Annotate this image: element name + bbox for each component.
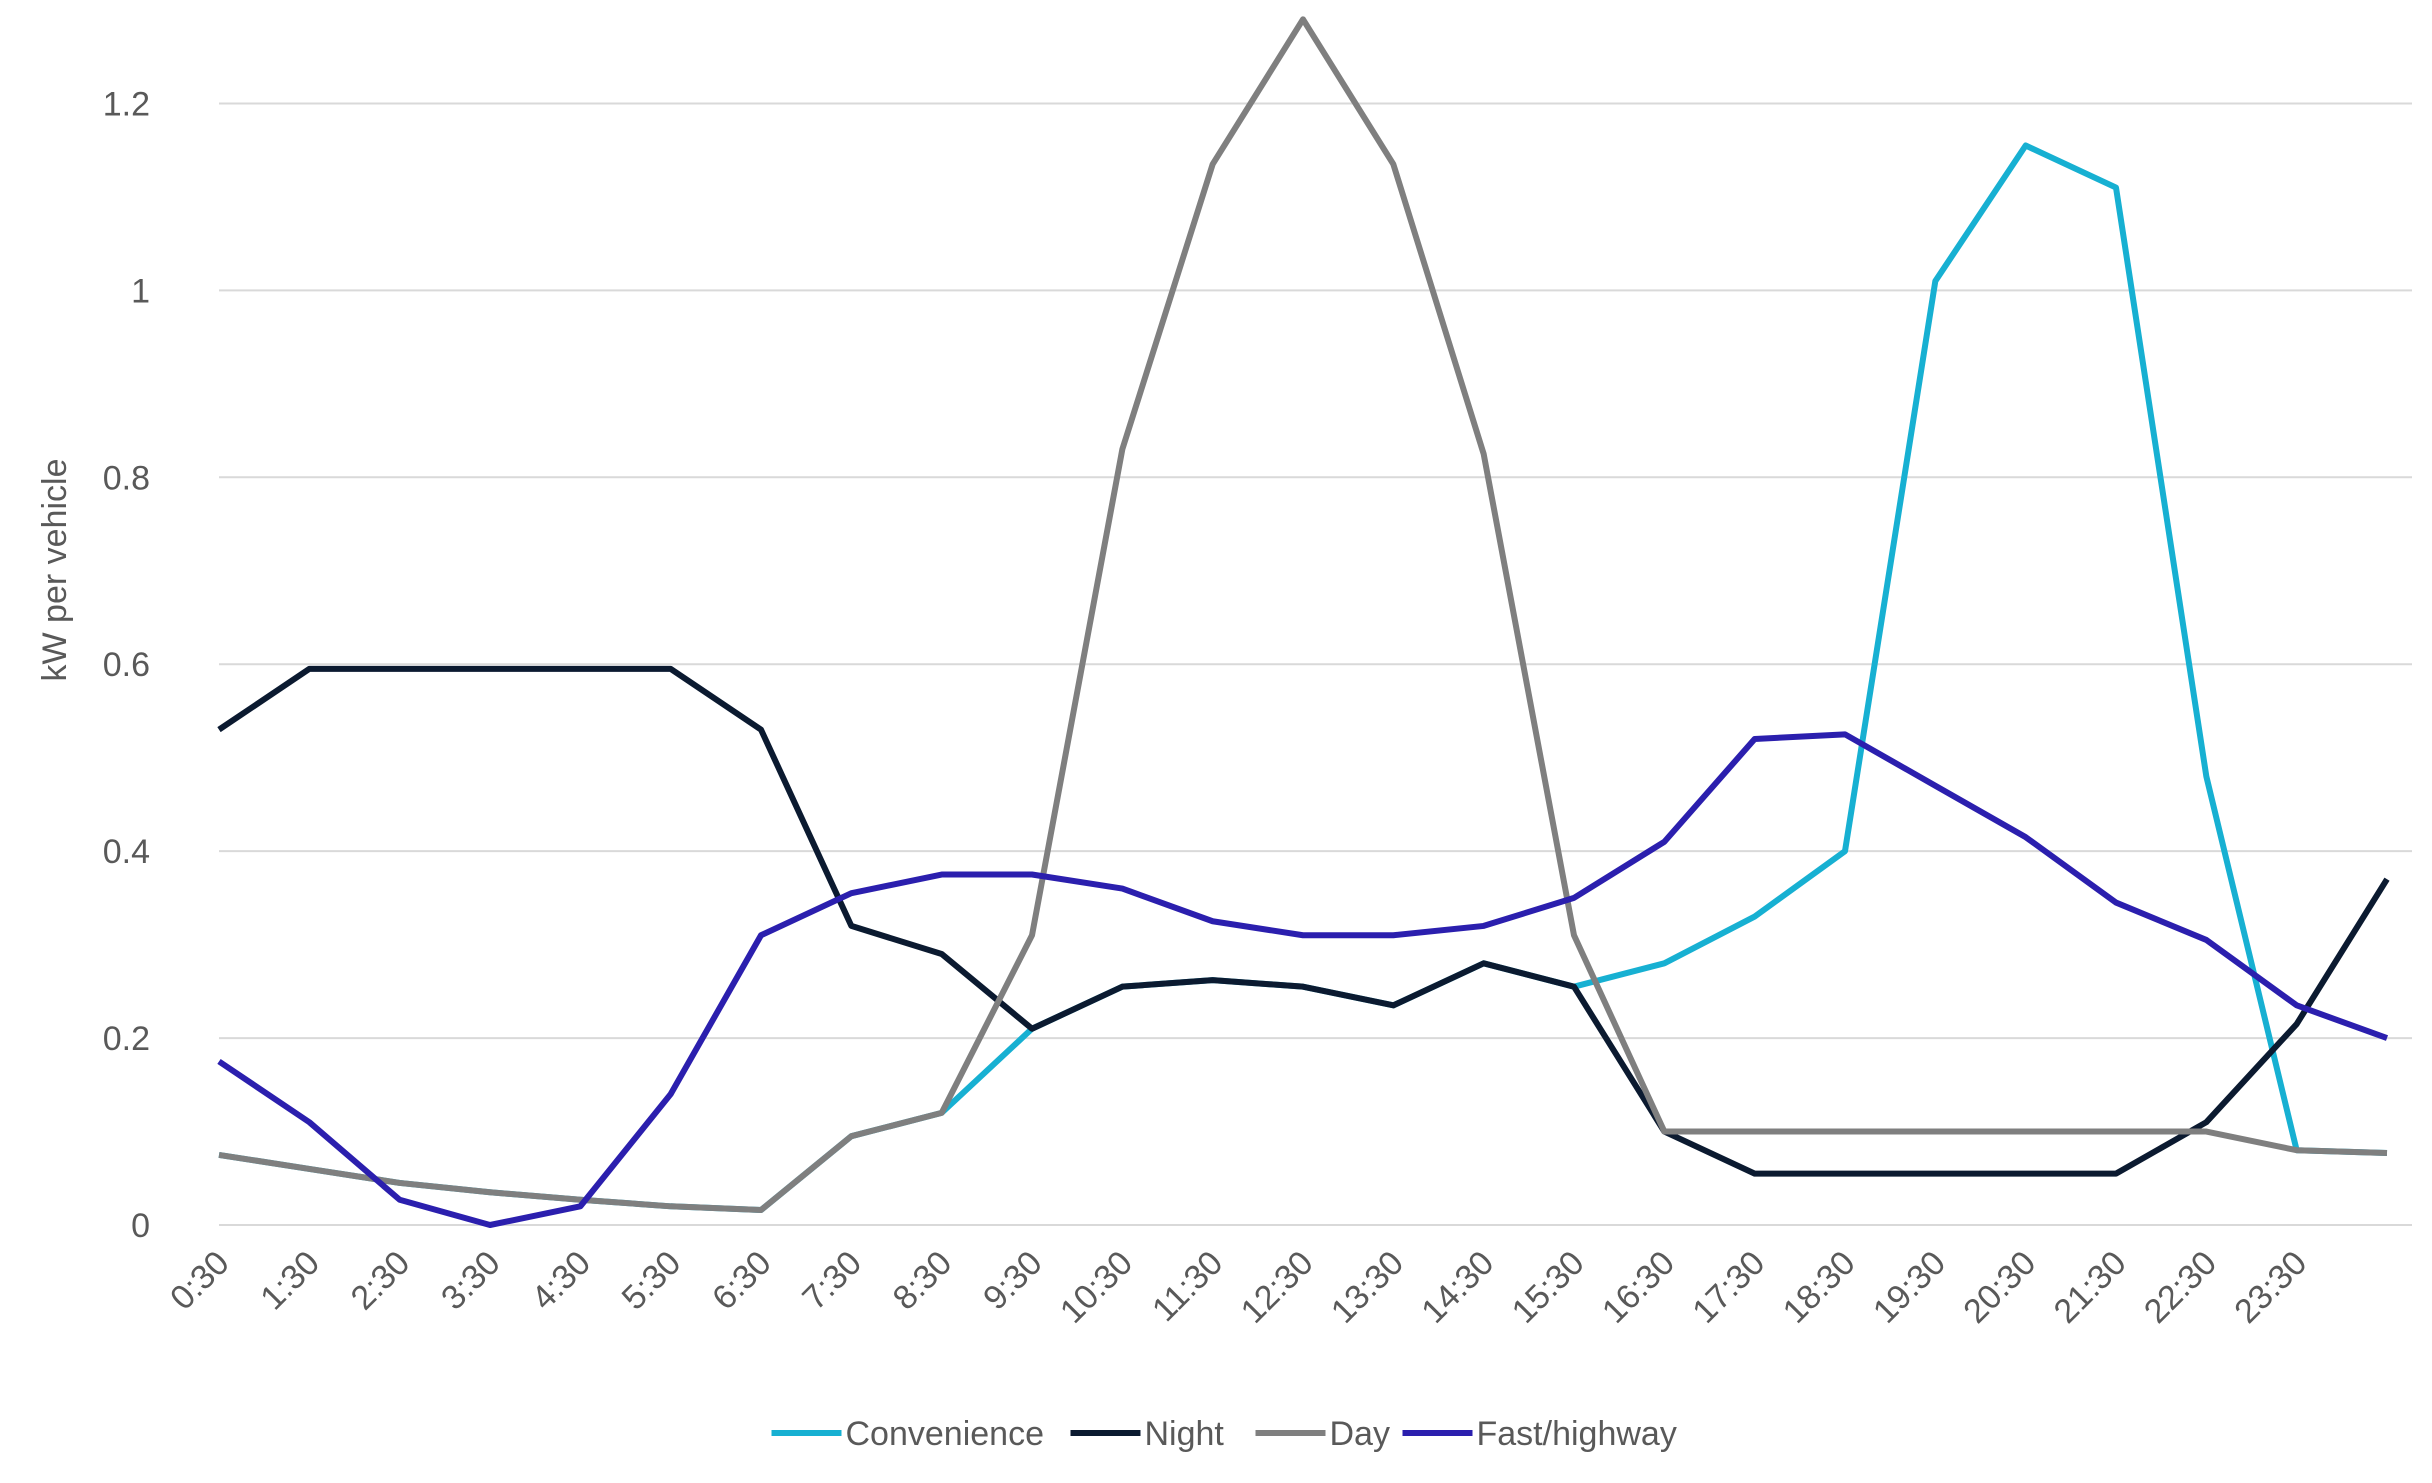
x-tick-label: 3:30 (434, 1244, 508, 1318)
y-axis-label: kW per vehicle (36, 459, 74, 682)
y-tick-label: 0.8 (103, 459, 150, 497)
x-tick-label: 19:30 (1866, 1244, 1953, 1331)
x-tick-label: 12:30 (1234, 1244, 1321, 1331)
x-tick-label: 20:30 (1956, 1244, 2043, 1331)
x-tick-label: 2:30 (344, 1244, 418, 1318)
x-tick-label: 10:30 (1053, 1244, 1140, 1331)
y-tick-label: 1 (131, 272, 150, 310)
x-tick-label: 0:30 (163, 1244, 237, 1318)
legend-label: Night (1145, 1415, 1225, 1453)
x-tick-label: 21:30 (2047, 1244, 2134, 1331)
x-tick-label: 8:30 (886, 1244, 960, 1318)
y-tick-label: 0 (131, 1207, 150, 1245)
x-tick-label: 5:30 (615, 1244, 689, 1318)
x-tick-label: 15:30 (1505, 1244, 1592, 1331)
legend-label: Day (1330, 1415, 1390, 1453)
series-line (217, 665, 2390, 1177)
x-tick-label: 14:30 (1414, 1244, 1501, 1331)
y-tick-label: 0.4 (103, 833, 150, 871)
x-tick-label: 1:30 (253, 1244, 327, 1318)
x-tick-label: 13:30 (1324, 1244, 1411, 1331)
legend-label: Fast/highway (1477, 1415, 1677, 1453)
x-tick-label: 16:30 (1595, 1244, 1682, 1331)
y-tick-label: 1.2 (103, 85, 150, 123)
x-tick-label: 17:30 (1685, 1244, 1772, 1331)
y-tick-label: 0.6 (103, 646, 150, 684)
x-tick-label: 6:30 (705, 1244, 779, 1318)
series-line (217, 731, 2389, 1228)
series-line (218, 16, 2388, 1214)
x-tick-label: 7:30 (795, 1244, 869, 1318)
x-tick-label: 4:30 (524, 1244, 598, 1318)
series-line (218, 142, 2388, 1214)
x-tick-label: 11:30 (1145, 1244, 1230, 1329)
x-tick-label: 22:30 (2137, 1244, 2224, 1331)
y-tick-label: 0.2 (103, 1020, 150, 1058)
x-tick-label: 23:30 (2227, 1244, 2314, 1331)
x-tick-label: 18:30 (1776, 1244, 1863, 1331)
x-tick-label: 9:30 (976, 1244, 1050, 1318)
legend-label: Convenience (846, 1415, 1044, 1453)
